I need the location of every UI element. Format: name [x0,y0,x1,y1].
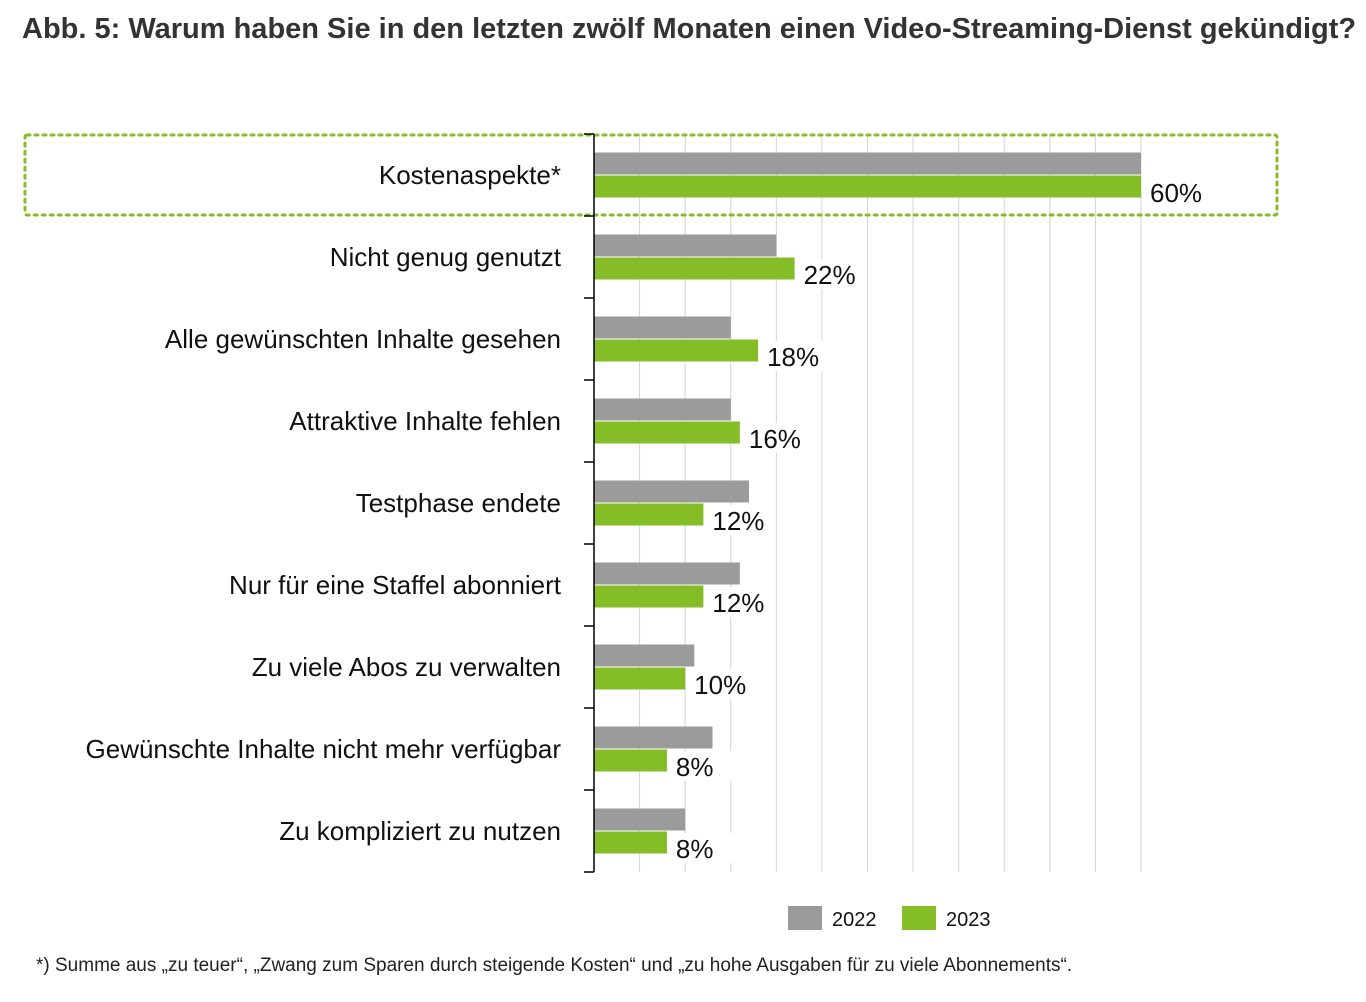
value-label: 18% [767,342,819,372]
legend: 2022 2023 [788,906,991,931]
category-label: Gewünschte Inhalte nicht mehr verfügbar [86,734,562,764]
bar-2023 [594,585,704,608]
value-label: 8% [676,834,714,864]
chart-title: Abb. 5: Warum haben Sie in den letzten z… [22,13,1357,45]
value-label: 16% [749,424,801,454]
footnote: *) Summe aus „zu teuer“, „Zwang zum Spar… [36,955,1073,976]
value-labels: 60% 22% 18% 16% 12% 12% 10% 8% 8% [671,177,1212,864]
legend-swatch-2022 [788,906,822,930]
category-label: Nur für eine Staffel abonniert [229,570,562,600]
legend-label-2022: 2022 [832,909,877,931]
bar-2023 [594,257,795,280]
y-axis [584,133,595,873]
bar-2022 [594,234,777,257]
value-label: 12% [712,588,764,618]
category-label: Nicht genug genutzt [330,242,562,272]
legend-swatch-2023 [902,906,936,930]
value-label-background [690,669,757,699]
bar-2022 [594,562,740,585]
category-labels: Kostenaspekte* Nicht genug genutzt Alle ge… [86,160,562,846]
bar-2022 [594,316,731,339]
bar-2023 [594,667,686,690]
bar-2022 [594,152,1141,175]
highlight-box [23,133,1279,217]
bar-2022 [594,808,686,831]
value-label: 60% [1150,178,1202,208]
bar-2022 [594,398,731,421]
value-label-background [1146,177,1212,207]
bar-2023 [594,831,667,854]
bars [594,152,1141,854]
value-label: 8% [676,752,714,782]
bar-2022 [594,480,749,503]
value-label-background [708,587,775,617]
value-label-background [763,341,830,371]
value-label-background [708,505,775,535]
bar-2023 [594,503,704,526]
value-label-background [671,833,738,863]
category-label: Testphase endete [356,488,561,518]
value-label-background [799,259,866,289]
bar-2023 [594,175,1141,198]
bar-chart: Kostenaspekte* Nicht genug genutzt Alle ge… [23,133,1279,931]
grid-lines [639,134,1142,872]
legend-label-2023: 2023 [946,909,991,931]
value-label: 12% [712,506,764,536]
bar-2022 [594,644,695,667]
category-label: Zu viele Abos zu verwalten [252,652,561,682]
value-label-background [671,751,738,781]
category-label: Alle gewünschten Inhalte gesehen [165,324,561,354]
bar-2023 [594,421,740,444]
category-label: Attraktive Inhalte fehlen [289,406,561,436]
value-label-background [744,423,811,453]
bar-2023 [594,339,759,362]
category-label: Kostenaspekte* [379,160,561,190]
bar-2022 [594,726,713,749]
highlight-frame [23,133,1279,217]
value-label: 22% [804,260,856,290]
bar-2023 [594,749,667,772]
value-label: 10% [694,670,746,700]
category-label: Zu kompliziert zu nutzen [279,816,561,846]
